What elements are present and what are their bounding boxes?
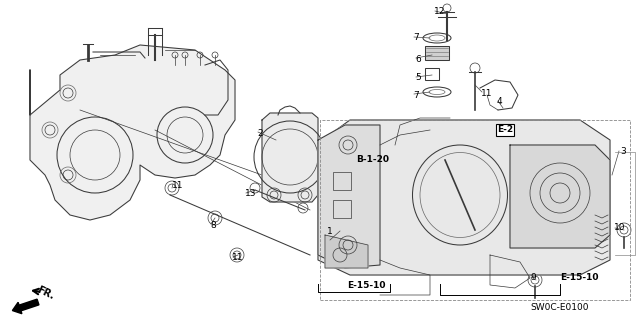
Text: 11: 11: [232, 254, 243, 263]
Text: 10: 10: [614, 224, 625, 233]
Text: B-1-20: B-1-20: [356, 155, 389, 165]
Bar: [425, 46, 449, 60]
Text: E-15-10: E-15-10: [347, 281, 385, 291]
Bar: [425, 68, 439, 80]
Bar: [333, 172, 351, 190]
Text: 7: 7: [413, 33, 419, 42]
Polygon shape: [318, 120, 610, 275]
Text: 13: 13: [245, 189, 257, 198]
Text: 6: 6: [415, 55, 420, 63]
Text: 7: 7: [413, 91, 419, 100]
Polygon shape: [325, 235, 368, 268]
Text: 4: 4: [497, 97, 502, 106]
Bar: [320, 120, 630, 300]
Text: 3: 3: [620, 147, 626, 157]
Polygon shape: [510, 145, 610, 248]
Text: E-15-10: E-15-10: [560, 273, 598, 283]
Text: 11: 11: [172, 181, 184, 189]
Polygon shape: [318, 125, 380, 268]
Text: 8: 8: [210, 220, 216, 229]
Text: 12: 12: [434, 8, 445, 17]
Text: E-2: E-2: [497, 125, 513, 135]
Text: 11: 11: [481, 88, 493, 98]
Polygon shape: [262, 113, 318, 202]
Text: 9: 9: [530, 273, 536, 283]
Text: FR.: FR.: [35, 285, 56, 301]
Polygon shape: [30, 45, 235, 220]
Text: 5: 5: [415, 73, 420, 83]
Bar: [333, 200, 351, 218]
FancyArrow shape: [12, 299, 39, 314]
Text: SW0C-E0100: SW0C-E0100: [531, 303, 589, 313]
Text: 1: 1: [327, 227, 333, 236]
Text: 2: 2: [257, 129, 262, 137]
